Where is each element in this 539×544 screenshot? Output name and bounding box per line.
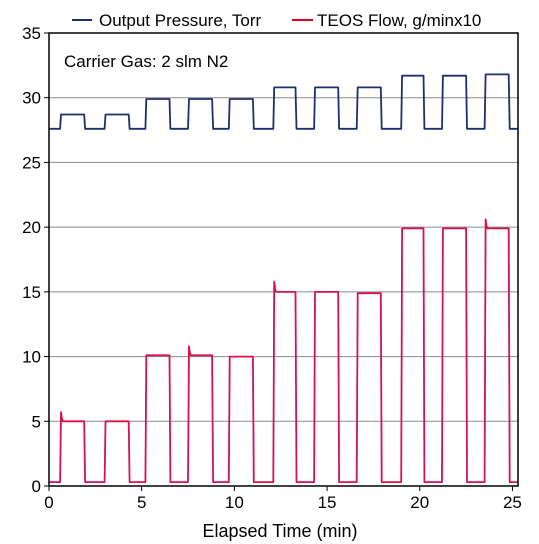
legend-label-output-pressure: Output Pressure, Torr xyxy=(99,11,262,30)
x-tick-label-15: 15 xyxy=(318,493,337,512)
x-axis-title: Elapsed Time (min) xyxy=(202,521,357,541)
series-layer xyxy=(49,73,518,484)
y-tick-label-35: 35 xyxy=(22,24,41,43)
series-line-teos-flow xyxy=(49,218,518,484)
legend: Output Pressure, Torr TEOS Flow, g/minx1… xyxy=(72,11,481,30)
annotation-carrier-gas: Carrier Gas: 2 slm N2 xyxy=(64,52,228,71)
y-tick-label-25: 25 xyxy=(22,153,41,172)
y-tick-label-15: 15 xyxy=(22,283,41,302)
x-tick-label-20: 20 xyxy=(410,493,429,512)
y-tick-label-30: 30 xyxy=(22,89,41,108)
grid xyxy=(49,97,518,422)
annotation-box: Carrier Gas: 2 slm N2 xyxy=(58,45,270,77)
y-tick-label-10: 10 xyxy=(22,348,41,367)
x-tick-label-0: 0 xyxy=(44,493,53,512)
plot-frame xyxy=(48,32,519,487)
legend-label-teos-flow: TEOS Flow, g/minx10 xyxy=(317,11,481,30)
ticks: 0 5 10 15 20 25 30 35 0 5 10 15 20 25 xyxy=(22,24,522,512)
x-tick-label-10: 10 xyxy=(225,493,244,512)
series-line-output-pressure xyxy=(49,73,518,130)
x-tick-label-25: 25 xyxy=(503,493,522,512)
y-tick-label-5: 5 xyxy=(32,412,41,431)
y-tick-label-20: 20 xyxy=(22,218,41,237)
y-tick-label-0: 0 xyxy=(32,477,41,496)
x-tick-label-5: 5 xyxy=(137,493,146,512)
